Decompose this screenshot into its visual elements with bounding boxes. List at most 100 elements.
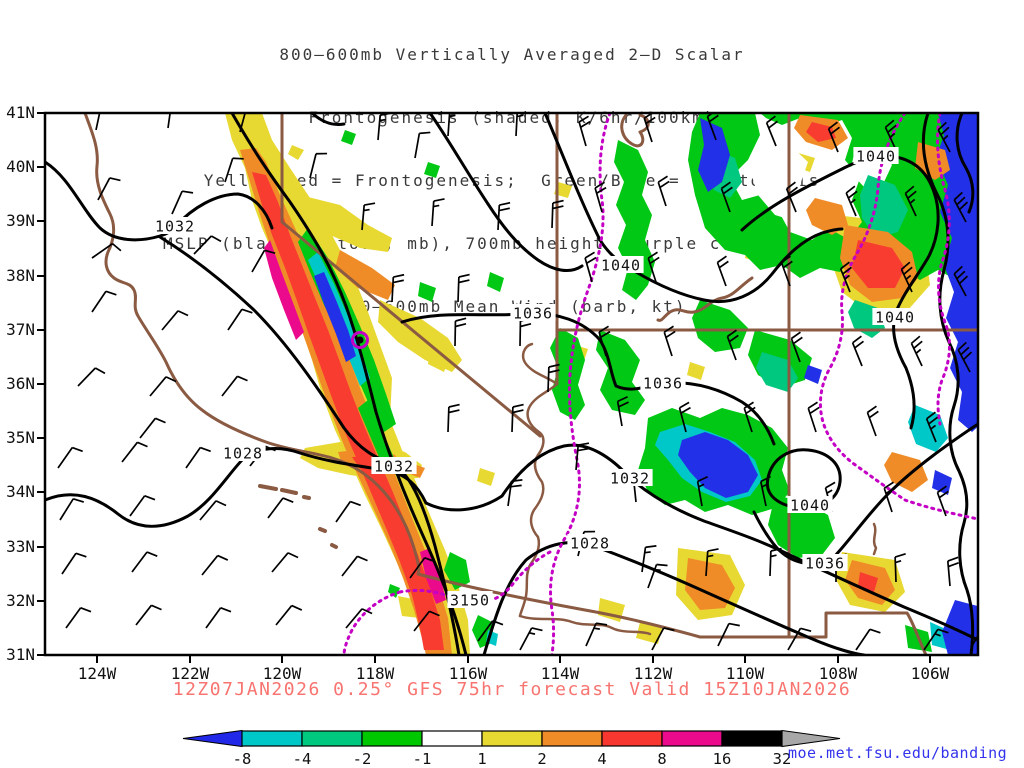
contour-label-box xyxy=(567,534,613,551)
shade-green-dot-nv-top xyxy=(424,162,440,178)
wind-barb xyxy=(507,479,523,507)
lon-label: 112W xyxy=(634,664,673,683)
wind-barb xyxy=(839,261,852,293)
shade-green-az-central xyxy=(596,330,645,415)
wind-barb xyxy=(726,329,739,361)
lon-label: 116W xyxy=(449,664,488,683)
wind-barb xyxy=(705,548,719,577)
wind-barb xyxy=(65,606,92,629)
wind-barb xyxy=(409,556,436,579)
wind-barb xyxy=(851,335,864,367)
shade-green-small-nv-2 xyxy=(487,272,504,292)
lat-label: 33N xyxy=(6,537,35,556)
wind-barb xyxy=(135,604,162,626)
wind-barb xyxy=(578,115,591,147)
shade-blue-aznm-streak xyxy=(678,432,758,498)
contour-label-box xyxy=(447,591,493,608)
colorbar-tick-label: 16 xyxy=(713,750,732,768)
wind-barb xyxy=(121,441,148,463)
contour-label-value: 1040 xyxy=(601,257,641,275)
wind-barb xyxy=(663,325,676,357)
wind-barb xyxy=(866,405,879,437)
mslp-right-edge-line xyxy=(922,113,975,655)
wind-barb xyxy=(937,121,951,153)
wind-barb xyxy=(946,556,959,587)
wind-barb xyxy=(167,113,171,129)
height-3170-center xyxy=(549,113,612,655)
shade-orange-ut-spot xyxy=(806,198,848,235)
mslp-1032-south xyxy=(424,443,978,642)
wind-barb xyxy=(454,317,467,347)
lat-label: 39N xyxy=(6,211,35,230)
wind-barb xyxy=(936,485,949,517)
geo-island-dot-2 xyxy=(330,543,338,549)
shade-blue-streak-112w xyxy=(698,118,730,192)
geo-channel-island-3 xyxy=(302,495,311,500)
wind-barb xyxy=(77,367,106,387)
colorbar-tick-label: -8 xyxy=(233,750,252,768)
shade-orange-az-blob xyxy=(685,558,735,610)
state-borders-geography xyxy=(83,113,978,655)
lon-label: 124W xyxy=(78,664,117,683)
wind-barb xyxy=(161,310,189,331)
geo-ca-nv-border xyxy=(280,113,542,438)
wind-barb xyxy=(923,628,949,651)
contour-label-value: 1036 xyxy=(805,555,845,573)
colorbar-tick-label: 2 xyxy=(537,750,546,768)
wind-barb xyxy=(224,157,244,183)
contour-labels: 1032 1032 1028 1036 1040 1036 1032 1028 1040 1040… xyxy=(152,147,918,610)
wind-barb xyxy=(361,202,376,231)
wind-barb xyxy=(221,375,248,397)
wind-barb xyxy=(431,198,445,227)
wind-barb xyxy=(57,446,83,469)
wind-barb xyxy=(780,255,793,287)
credit-link[interactable]: moe.met.fsu.edu/banding xyxy=(788,744,1008,762)
wind-barb xyxy=(845,185,858,217)
wind-barb xyxy=(696,475,708,507)
colorbar-segment xyxy=(661,730,723,747)
shade-orange-wing-north xyxy=(335,250,395,300)
contour-label-box xyxy=(853,147,899,164)
wind-barb xyxy=(647,563,668,589)
lon-label: 114W xyxy=(541,664,580,683)
wind-barb xyxy=(787,627,812,651)
shade-orange-right-mid xyxy=(884,452,928,492)
lat-label: 38N xyxy=(6,266,35,285)
height-contours xyxy=(342,113,978,655)
contour-label-value: 1028 xyxy=(570,535,610,553)
contour-label-box xyxy=(220,444,266,461)
colorbar-segment xyxy=(541,730,603,747)
shade-green-streak-114w xyxy=(550,328,585,420)
mslp-1036-se xyxy=(752,422,978,566)
wind-barb xyxy=(497,201,511,231)
frontogenesis-shading xyxy=(225,113,978,655)
shade-yellow-wing-north xyxy=(300,195,392,252)
contour-label-box xyxy=(872,308,918,325)
wind-barb xyxy=(131,551,158,573)
wind-barb xyxy=(807,401,820,433)
wind-barb xyxy=(335,500,361,523)
shade-green-sd-1 xyxy=(444,552,470,590)
shade-red-nm-dot xyxy=(858,572,878,592)
contour-label-value: 1040 xyxy=(790,497,830,515)
wind-barb xyxy=(275,604,303,626)
shade-yellow-top-small xyxy=(288,145,304,160)
wind-barb xyxy=(193,235,222,255)
wind-barb xyxy=(855,628,881,651)
mslp-sierra-west-line xyxy=(158,235,461,655)
wind-barb xyxy=(201,554,229,576)
wind-barb xyxy=(129,494,156,517)
colorbar-segment xyxy=(421,730,483,747)
mslp-nw-top-arc xyxy=(310,113,346,126)
wind-barb xyxy=(900,261,913,293)
colorbar-segment xyxy=(481,730,543,747)
lon-label: 118W xyxy=(356,664,395,683)
wind-barb xyxy=(61,552,87,575)
shade-yellow-spot-az xyxy=(687,362,705,380)
wind-barb xyxy=(910,335,923,367)
geo-lake-powell xyxy=(656,276,754,322)
wind-barb xyxy=(790,331,803,363)
contour-label-value: 1028 xyxy=(223,445,263,463)
lat-label: 34N xyxy=(6,482,35,501)
wind-barb xyxy=(904,185,917,217)
